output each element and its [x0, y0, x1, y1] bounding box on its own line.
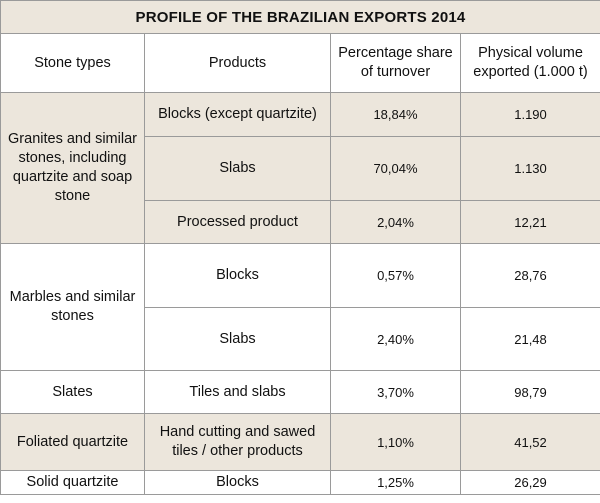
table-title: PROFILE OF THE BRAZILIAN EXPORTS 2014 — [0, 0, 600, 34]
volume-cell: 28,76 — [459, 243, 600, 308]
table-row: Slabs 70,04% 1.130 — [1, 136, 600, 201]
stone-type-cell: Marbles and similar stones — [0, 243, 145, 371]
share-cell: 1,10% — [330, 413, 461, 471]
table-row: Granites and similar stones, including q… — [0, 92, 600, 244]
share-cell: 18,84% — [330, 92, 461, 137]
product-cell: Tiles and slabs — [144, 370, 331, 414]
share-cell: 70,04% — [330, 136, 461, 201]
volume-cell: 1.130 — [459, 136, 600, 201]
header-physical-volume: Physical volume exported (1.000 t) — [459, 33, 600, 93]
header-stone-types: Stone types — [0, 33, 145, 93]
product-cell: Processed product — [144, 200, 331, 244]
volume-cell: 1.190 — [459, 92, 600, 137]
volume-cell: 41,52 — [459, 413, 600, 471]
product-cell: Blocks (except quartzite) — [144, 92, 331, 137]
table-row: Processed product 2,04% 12,21 — [1, 200, 600, 244]
share-cell: 0,57% — [330, 243, 461, 308]
stone-type-cell: Solid quartzite — [0, 470, 145, 495]
volume-cell: 21,48 — [459, 307, 600, 371]
header-row: Stone types Products Percentage share of… — [0, 33, 600, 93]
stone-type-cell: Slates — [0, 370, 145, 414]
volume-cell: 12,21 — [459, 200, 600, 244]
header-percentage-share: Percentage share of turnover — [330, 33, 461, 93]
product-cell: Hand cutting and sawed tiles / other pro… — [144, 413, 331, 471]
volume-cell: 98,79 — [459, 370, 600, 414]
product-cell: Slabs — [144, 136, 331, 201]
stone-type-cell: Foliated quartzite — [0, 413, 145, 471]
table-row: Slates Tiles and slabs 3,70% 98,79 — [0, 370, 600, 414]
share-cell: 2,40% — [330, 307, 461, 371]
header-products: Products — [144, 33, 331, 93]
table-row: Slabs 2,40% 21,48 — [1, 307, 600, 371]
share-cell: 3,70% — [330, 370, 461, 414]
volume-cell: 26,29 — [459, 470, 600, 495]
table-row: Marbles and similar stones Blocks 0,57% … — [0, 243, 600, 371]
share-cell: 2,04% — [330, 200, 461, 244]
stone-type-cell: Granites and similar stones, including q… — [0, 92, 145, 244]
product-cell: Blocks — [144, 243, 331, 308]
share-cell: 1,25% — [330, 470, 461, 495]
table-row: Foliated quartzite Hand cutting and sawe… — [0, 413, 600, 471]
product-cell: Blocks — [144, 470, 331, 495]
table-row: Solid quartzite Blocks 1,25% 26,29 — [0, 470, 600, 495]
product-cell: Slabs — [144, 307, 331, 371]
